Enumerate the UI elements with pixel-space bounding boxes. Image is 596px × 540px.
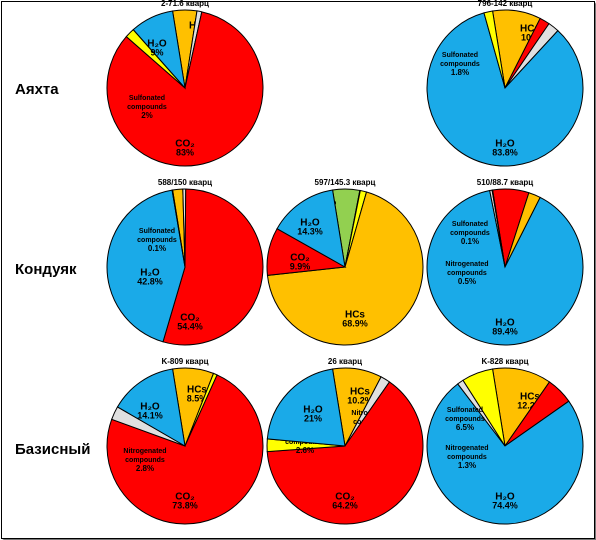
slice-name-label: CO₂ bbox=[335, 492, 354, 503]
pie-slice-h2o bbox=[132, 10, 186, 90]
slice-name-label: CO₂ bbox=[175, 492, 194, 503]
slice-name-label: compounds bbox=[450, 230, 490, 237]
slice-name-label: compounds bbox=[440, 61, 480, 68]
pie-slice-h2o bbox=[106, 189, 186, 343]
pie-slice-h2o bbox=[266, 368, 346, 447]
pie-0: 2-71.6 кварцHCs5%Nitrogenatedcompounds1%… bbox=[106, 0, 264, 167]
slice-value-label: 42.8% bbox=[137, 277, 163, 287]
slice-value-label: 73.8% bbox=[172, 501, 198, 511]
row-label-konduyak: Кондуяк bbox=[15, 261, 77, 278]
slice-name-label: Sulfonated bbox=[442, 52, 478, 59]
pie-slice-h2o bbox=[116, 368, 186, 447]
pie-1: 796-142 кварцHCs10%CO₂2.1%Nitrogenatedco… bbox=[426, 0, 584, 167]
slice-name-label: compounds bbox=[127, 104, 167, 111]
slice-name-label: H₂O bbox=[140, 402, 160, 413]
pie-title: 597/145.3 кварц bbox=[315, 178, 376, 187]
slice-value-label: 1.8% bbox=[451, 68, 469, 77]
slice-value-label: 9% bbox=[150, 48, 163, 58]
slice-value-label: 2% bbox=[141, 111, 153, 120]
pie-slice-co2 bbox=[266, 381, 424, 525]
slice-value-label: 54.4% bbox=[177, 322, 203, 332]
slice-value-label: 12.2% bbox=[517, 401, 543, 411]
slice-value-label: 14.1% bbox=[137, 411, 163, 421]
pie-title: K-828 кварц bbox=[481, 357, 528, 366]
pie-7: K-828 кварцHCs12.2%CO₂5.6%H₂O74.4%Nitrog… bbox=[426, 357, 584, 525]
slice-name-label: Nitrogenated bbox=[445, 445, 488, 452]
pie-2: 588/150 кварцHCs2.1%Nitrogenatedcompound… bbox=[106, 178, 264, 346]
slice-name-label: CO₂ bbox=[175, 139, 194, 150]
pie-title: 588/150 кварц bbox=[158, 178, 212, 187]
row-label-ayakhta: Аяхта bbox=[15, 81, 59, 98]
slice-value-label: 83% bbox=[176, 148, 194, 158]
slice-name-label: H₂O bbox=[147, 39, 167, 50]
pie-slice-sulfonated bbox=[483, 10, 506, 89]
pie-title: 510/88.7 кварц bbox=[477, 178, 534, 187]
slice-name-label: H₂O bbox=[303, 405, 323, 416]
slice-name-label: H₂O bbox=[495, 139, 515, 150]
pie-title: K-809 кварц bbox=[161, 357, 208, 366]
pie-title: 2-71.6 кварц bbox=[161, 0, 209, 8]
pie-title: 796-142 кварц bbox=[478, 0, 533, 8]
pie-slice-co2 bbox=[106, 11, 264, 167]
slice-value-label: 64.2% bbox=[332, 501, 358, 511]
slice-value-label: 1.3% bbox=[458, 461, 476, 470]
slice-name-label: compounds bbox=[447, 454, 487, 461]
slice-value-label: 10.2% bbox=[347, 396, 373, 406]
pie-slice-sulfonated bbox=[491, 189, 506, 268]
slice-value-label: 2.6% bbox=[296, 446, 314, 455]
slice-name-label: compounds bbox=[137, 237, 177, 244]
slice-value-label: 74.4% bbox=[492, 501, 518, 511]
pie-slice-sulfonated bbox=[171, 189, 186, 268]
slice-name-label: H₂O bbox=[140, 268, 160, 279]
slice-name-label: H₂O bbox=[495, 318, 515, 329]
slice-name-label: CO₂ bbox=[180, 313, 199, 324]
slice-value-label: 8.5% bbox=[187, 394, 208, 404]
slice-name-label: HCs bbox=[345, 310, 365, 321]
pie-title: 26 кварц bbox=[328, 357, 362, 366]
pie-slice-h2o bbox=[276, 189, 346, 268]
pie-6: 26 кварцHCs10.2%Nitrogenatedcompounds2%C… bbox=[266, 357, 424, 525]
slice-name-label: Sulfonated bbox=[452, 221, 488, 228]
slice-value-label: 0.5% bbox=[458, 277, 476, 286]
pie-slice-hcs bbox=[266, 191, 424, 346]
slice-value-label: 0.1% bbox=[461, 237, 479, 246]
pie-slice-co2 bbox=[162, 188, 264, 346]
pie-slice-h2o bbox=[426, 189, 584, 346]
slice-name-label: H₂O bbox=[495, 492, 515, 503]
pie-5: K-809 кварцHCs8.5%Sulfonatedcompounds0.8… bbox=[106, 357, 264, 525]
slice-name-label: HCs bbox=[520, 392, 540, 403]
slice-name-label: Nitrogenated bbox=[445, 261, 488, 268]
slice-name-label: Sulfonated bbox=[129, 95, 165, 102]
pie-slice-hcs bbox=[491, 367, 551, 448]
pie-slice-h2o bbox=[426, 383, 584, 525]
slice-name-label: Nitrogenated bbox=[123, 448, 166, 455]
slice-value-label: 9.9% bbox=[290, 262, 311, 272]
slice-name-label: CO₂ bbox=[290, 253, 309, 264]
slice-name-label: HCs bbox=[187, 385, 207, 396]
slice-value-label: 0.1% bbox=[148, 244, 166, 253]
pie-slice-sulfonated bbox=[462, 368, 506, 447]
pie-slice-co2 bbox=[106, 374, 264, 525]
pie-4: 510/88.7 кварцCO₂7.5%HCs2.5%H₂O89.4%Nitr… bbox=[426, 178, 584, 346]
slice-value-label: 21% bbox=[304, 414, 322, 424]
slice-value-label: 68.9% bbox=[342, 319, 368, 329]
slice-name-label: HCs bbox=[350, 387, 370, 398]
slice-name-label: H₂O bbox=[300, 218, 320, 229]
slice-name-label: Sulfonated bbox=[447, 407, 483, 414]
pie-3: 597/145.3 кварц5.6%Nitrogenatedcompounds… bbox=[266, 178, 424, 346]
slice-value-label: 83.8% bbox=[492, 148, 518, 158]
pies-container: 2-71.6 кварцHCs5%Nitrogenatedcompounds1%… bbox=[106, 0, 584, 525]
slice-name-label: HCs bbox=[520, 24, 540, 35]
slice-value-label: 14.3% bbox=[297, 227, 323, 237]
slice-value-label: 6.5% bbox=[456, 423, 474, 432]
row-label-bazisny: Базисный bbox=[15, 441, 90, 458]
slice-name-label: Sulfonated bbox=[139, 228, 175, 235]
pie-slice-h2o bbox=[426, 12, 584, 167]
slice-name-label: compounds bbox=[447, 270, 487, 277]
slice-name-label: compounds bbox=[125, 457, 165, 464]
slice-value-label: 2.8% bbox=[136, 464, 154, 473]
slice-name-label: compounds bbox=[445, 416, 485, 423]
slice-value-label: 89.4% bbox=[492, 327, 518, 337]
